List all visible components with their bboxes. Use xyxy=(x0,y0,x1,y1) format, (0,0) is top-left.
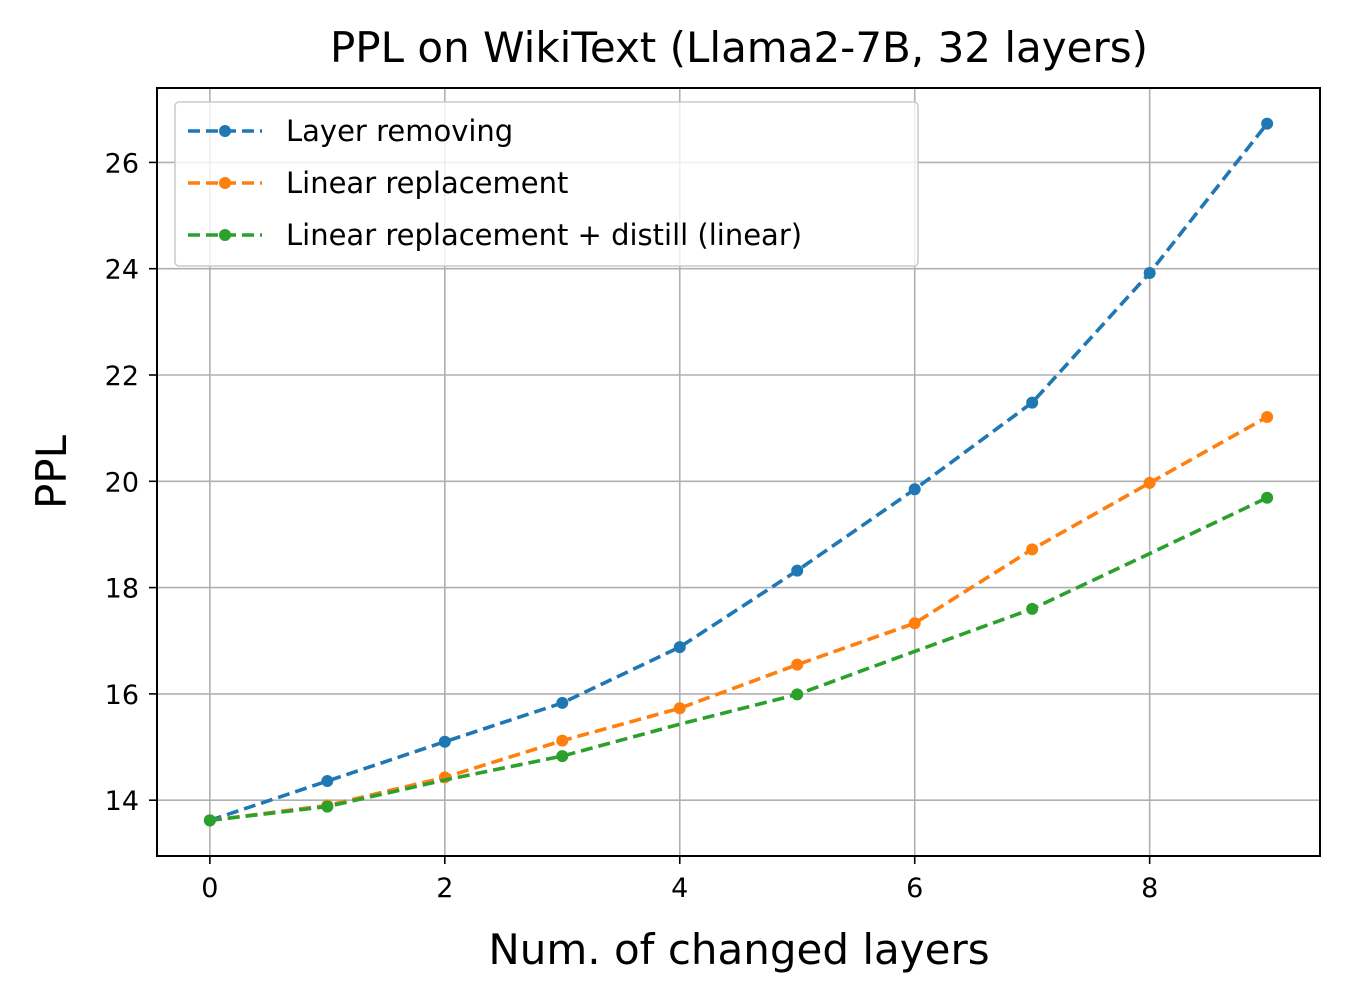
x-tick-label: 4 xyxy=(671,873,688,904)
y-tick-label: 16 xyxy=(105,680,139,711)
series-line xyxy=(209,415,1269,823)
x-tick-label: 2 xyxy=(436,873,453,904)
legend-marker xyxy=(219,229,231,241)
x-axis-label: Num. of changed layers xyxy=(488,925,989,974)
data-point xyxy=(1143,266,1156,279)
data-point xyxy=(321,800,334,813)
y-tick-label: 20 xyxy=(105,467,139,498)
data-point xyxy=(438,735,451,748)
y-tick-label: 22 xyxy=(105,361,139,392)
legend-item: Linear replacement xyxy=(188,166,568,200)
data-point xyxy=(908,483,921,496)
y-tick-label: 26 xyxy=(105,148,139,179)
plot-frame xyxy=(156,87,1321,857)
x-tick-label: 6 xyxy=(906,873,923,904)
data-point xyxy=(321,775,334,788)
series-layer xyxy=(203,117,1274,827)
legend-marker xyxy=(219,125,231,137)
data-point xyxy=(203,814,216,827)
legend-box xyxy=(174,101,919,267)
data-point xyxy=(556,734,569,747)
series-line xyxy=(209,122,1269,823)
legend-label: Linear replacement + distill (linear) xyxy=(286,218,802,252)
legend-item: Layer removing xyxy=(188,114,513,148)
series-1 xyxy=(203,117,1274,827)
legend-marker xyxy=(219,177,231,189)
data-point xyxy=(556,750,569,763)
data-point xyxy=(791,564,804,577)
series-line xyxy=(209,496,1268,823)
data-point xyxy=(1026,543,1039,556)
y-axis-label: PPL xyxy=(27,434,76,509)
data-point xyxy=(791,688,804,701)
legend-item: Linear replacement + distill (linear) xyxy=(188,218,802,252)
y-tick-label: 14 xyxy=(105,786,139,817)
x-tick-label: 8 xyxy=(1141,873,1158,904)
data-point xyxy=(673,641,686,654)
legend-label: Layer removing xyxy=(286,114,513,148)
y-tick-label: 18 xyxy=(105,574,139,605)
series-2 xyxy=(203,410,1274,827)
data-point xyxy=(1143,476,1156,489)
data-point xyxy=(1261,410,1274,423)
data-point xyxy=(1026,602,1039,615)
series-3 xyxy=(203,491,1274,827)
legend-label: Linear replacement xyxy=(286,166,568,200)
data-point xyxy=(791,658,804,671)
y-tick-label: 24 xyxy=(105,255,139,286)
data-point xyxy=(1261,491,1274,504)
legend: Layer removing Linear replacement Linear r… xyxy=(174,101,919,267)
data-point xyxy=(556,696,569,709)
chart-title: PPL on WikiText (Llama2-7B, 32 layers) xyxy=(330,23,1148,72)
data-point xyxy=(908,617,921,630)
x-tick-label: 0 xyxy=(201,873,218,904)
data-point xyxy=(673,702,686,715)
data-point xyxy=(1261,117,1274,130)
data-point xyxy=(1026,396,1039,409)
